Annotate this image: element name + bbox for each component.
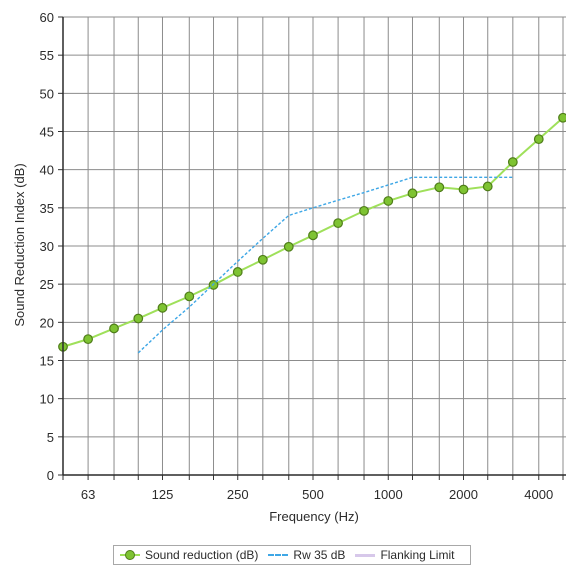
- data-point-marker[interactable]: [283, 241, 294, 252]
- x-tick-label: 1000: [374, 487, 403, 502]
- data-point-marker[interactable]: [482, 181, 493, 192]
- y-tick-label: 15: [40, 354, 54, 369]
- series-line-1: [137, 176, 513, 354]
- y-tick-label: 20: [40, 315, 54, 330]
- y-tick-label: 5: [47, 430, 54, 445]
- y-tick-label: 60: [40, 10, 54, 25]
- data-point-marker[interactable]: [109, 323, 119, 334]
- data-point-marker[interactable]: [83, 334, 93, 345]
- data-point-marker[interactable]: [257, 254, 268, 265]
- legend-label-flanking-limit: Flanking Limit: [380, 548, 455, 562]
- data-point-marker[interactable]: [533, 134, 544, 145]
- data-point-marker[interactable]: [359, 205, 369, 216]
- data-point-marker[interactable]: [232, 267, 243, 277]
- data-point-marker[interactable]: [184, 291, 195, 302]
- series-layer: [58, 112, 566, 354]
- data-point-marker[interactable]: [133, 313, 144, 324]
- data-point-marker[interactable]: [458, 184, 469, 195]
- chart-legend: Sound reduction (dB) Rw 35 dB Flanking L…: [113, 545, 471, 565]
- legend-swatch-sound-reduction: [120, 550, 140, 560]
- y-tick-label: 35: [40, 201, 54, 216]
- x-tick-label: 125: [152, 487, 174, 502]
- legend-swatch-flanking-limit: [355, 553, 376, 557]
- legend-label-rw: Rw 35 dB: [293, 548, 346, 562]
- x-tick-label: 500: [302, 487, 324, 502]
- x-tick-label: 4000: [524, 487, 553, 502]
- y-tick-label: 55: [40, 48, 54, 63]
- legend-item-flanking-limit[interactable]: Flanking Limit: [355, 548, 454, 562]
- data-point-marker[interactable]: [157, 302, 168, 313]
- data-point-marker[interactable]: [507, 157, 518, 167]
- x-tick-label: 2000: [449, 487, 478, 502]
- y-axis-label: Sound Reduction Index (dB): [12, 163, 27, 326]
- data-point-marker[interactable]: [383, 196, 394, 206]
- data-point-marker[interactable]: [407, 188, 418, 199]
- y-tick-label: 50: [40, 86, 54, 101]
- data-point-marker[interactable]: [558, 112, 566, 123]
- legend-item-sound-reduction[interactable]: Sound reduction (dB): [120, 548, 258, 562]
- y-tick-label: 30: [40, 239, 54, 254]
- y-tick-label: 0: [47, 468, 54, 483]
- data-point-marker[interactable]: [333, 218, 343, 229]
- data-point-marker[interactable]: [308, 230, 318, 241]
- grid-layer: [62, 16, 566, 476]
- x-tick-label: 250: [227, 487, 249, 502]
- legend-swatch-rw: [268, 554, 289, 556]
- axis-layer: 0 5 10 15 20 25 30 35 40 45 50 55 60 63 125 250 500 1000 2…: [40, 10, 566, 502]
- y-tick-label: 25: [40, 277, 54, 292]
- data-point-marker[interactable]: [434, 182, 445, 193]
- y-tick-label: 10: [40, 392, 54, 407]
- y-tick-label: 45: [40, 125, 54, 140]
- y-tick-label: 40: [40, 163, 54, 178]
- legend-item-rw[interactable]: Rw 35 dB: [268, 548, 345, 562]
- x-axis-label: Frequency (Hz): [269, 509, 359, 524]
- legend-label-sound-reduction: Sound reduction (dB): [145, 548, 259, 562]
- x-tick-label: 63: [81, 487, 95, 502]
